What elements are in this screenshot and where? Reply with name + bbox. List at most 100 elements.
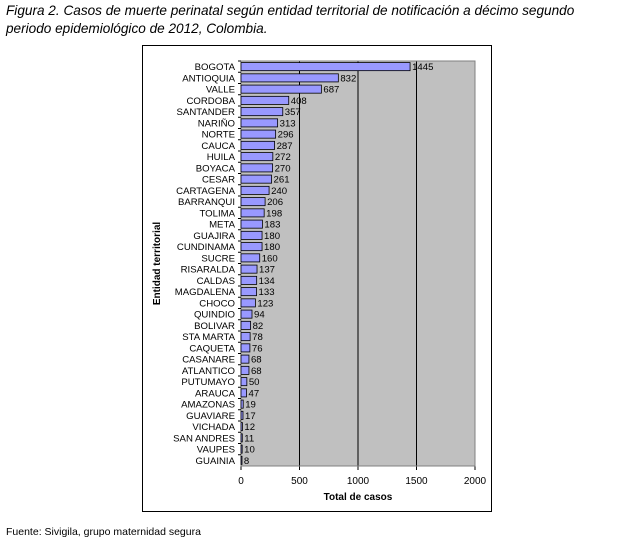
bars (240, 62, 411, 465)
x-tick-label: 1500 (405, 476, 428, 487)
category-label: ANTIOQUIA (182, 73, 235, 84)
value-label: 408 (291, 96, 307, 107)
category-label: CASANARE (182, 355, 235, 366)
bar (240, 163, 273, 173)
category-label: ATLANTICO (182, 366, 235, 377)
category-label: TOLIMA (199, 208, 235, 219)
value-label: 1445 (412, 62, 433, 73)
category-label: MAGDALENA (175, 287, 236, 298)
value-label: 78 (252, 332, 263, 343)
bar (240, 433, 243, 443)
category-label: CESAR (202, 175, 235, 186)
value-label: 12 (244, 422, 255, 433)
category-label: GUAINIA (196, 456, 236, 467)
gridlines (238, 60, 476, 470)
category-label: CALDAS (197, 276, 235, 287)
x-tick-label: 2000 (464, 476, 487, 487)
bar (240, 444, 243, 454)
figure-label: Figura 2. (6, 3, 60, 18)
value-label: 50 (249, 377, 260, 388)
bar (240, 107, 284, 117)
caption-line-2: periodo epidemiológico de 2012, Colombia… (6, 21, 268, 36)
value-label: 133 (259, 287, 275, 298)
category-label: VALLE (206, 85, 235, 96)
x-tick-labels: 0 500 1000 1500 2000 (238, 476, 486, 487)
bar (240, 219, 263, 229)
value-label: 687 (323, 85, 339, 96)
category-label: CAQUETA (189, 343, 235, 354)
value-label: 134 (259, 276, 276, 287)
bar (240, 208, 265, 218)
bar (240, 388, 247, 398)
value-label: 272 (275, 152, 291, 163)
category-label: BOGOTA (195, 62, 236, 73)
bar (240, 365, 250, 375)
source-note: Fuente: Sivigila, grupo maternidad segur… (6, 526, 201, 538)
bar (240, 185, 270, 195)
category-label: NORTE (202, 130, 235, 141)
caption-line-1: Figura 2. Casos de muerte perinatal segú… (6, 2, 642, 20)
value-label: 198 (266, 208, 282, 219)
category-label: GUAVIARE (186, 411, 235, 422)
bar (240, 129, 277, 139)
bar (240, 377, 248, 387)
bar (240, 422, 243, 432)
value-label: 19 (245, 400, 256, 411)
value-label: 357 (285, 107, 301, 118)
value-label: 76 (252, 343, 263, 354)
value-label: 206 (267, 197, 283, 208)
value-label: 11 (244, 433, 254, 444)
bar (240, 73, 339, 83)
category-label: META (209, 220, 236, 231)
value-label: 240 (271, 186, 287, 197)
x-tick-label: 0 (238, 476, 244, 487)
category-label: PUTUMAYO (181, 377, 235, 388)
category-label: SUCRE (201, 253, 235, 264)
value-label: 313 (280, 118, 296, 129)
category-label: AMAZONAS (181, 400, 235, 411)
bar (240, 275, 258, 285)
value-label: 183 (264, 220, 280, 231)
bar (240, 354, 250, 364)
bar (240, 264, 258, 274)
value-label: 123 (257, 298, 273, 309)
bar (240, 287, 257, 297)
bar (240, 140, 275, 150)
bar (240, 332, 251, 342)
category-label: BOLIVAR (194, 321, 235, 332)
value-label: 261 (274, 175, 290, 186)
value-label: 68 (251, 355, 262, 366)
category-label: VICHADA (192, 422, 235, 433)
bar (240, 197, 266, 207)
category-label: GUAJIRA (193, 231, 235, 242)
value-label: 82 (253, 321, 264, 332)
bar (240, 455, 243, 465)
value-label: 47 (248, 388, 259, 399)
bar (240, 298, 256, 308)
bar (240, 95, 290, 105)
category-label: CORDOBA (186, 96, 235, 107)
x-axis-title: Total de casos (324, 492, 393, 503)
category-label: SANTANDER (177, 107, 236, 118)
category-label: CUNDINAMA (177, 242, 236, 253)
category-label: CHOCO (199, 298, 235, 309)
bar (240, 410, 244, 420)
value-label: 8 (244, 456, 249, 467)
category-labels: BOGOTAANTIOQUIAVALLECORDOBASANTANDERNARI… (173, 62, 235, 467)
bar (240, 253, 261, 263)
category-label: ARAUCA (195, 388, 236, 399)
value-label: 296 (278, 130, 294, 141)
category-label: QUINDIO (194, 310, 235, 321)
bar (240, 399, 244, 409)
value-label: 10 (244, 445, 255, 456)
x-tick-label: 1000 (347, 476, 370, 487)
bar (240, 320, 251, 330)
category-label: NARIÑO (198, 118, 235, 129)
bar (240, 84, 322, 94)
category-label: RISARALDA (181, 265, 236, 276)
value-label: 17 (245, 411, 256, 422)
x-tick-label: 500 (291, 476, 308, 487)
y-axis-title: Entidad territorial (152, 222, 163, 306)
